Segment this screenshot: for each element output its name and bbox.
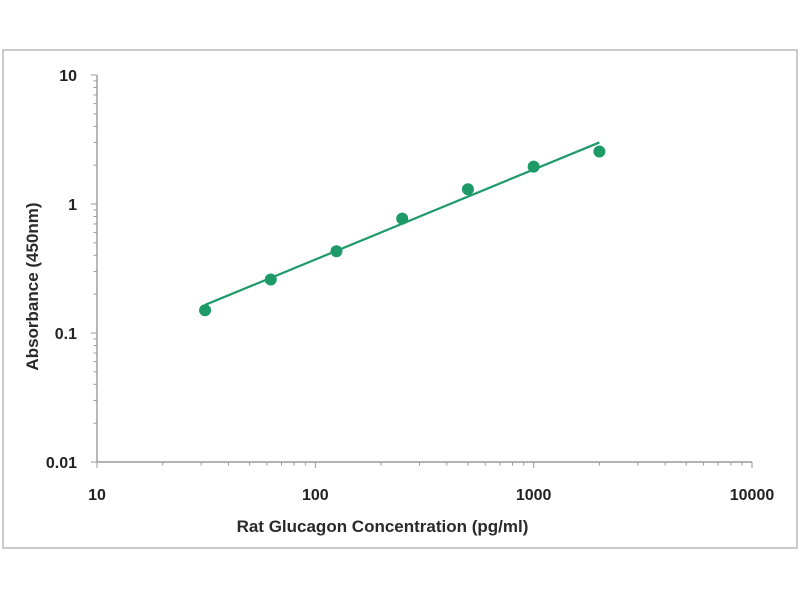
- x-tick-label: 10: [88, 487, 106, 504]
- data-point: [199, 304, 212, 317]
- data-point: [593, 145, 606, 158]
- y-axis-title: Absorbance (450nm): [23, 202, 42, 370]
- axes: [96, 75, 752, 463]
- y-tick-label: 10: [59, 68, 77, 85]
- data-points: [199, 145, 606, 317]
- data-point: [396, 212, 409, 225]
- data-point: [461, 183, 474, 196]
- x-axis-title: Rat Glucagon Concentration (pg/ml): [237, 517, 529, 536]
- data-point: [264, 273, 277, 286]
- y-axis-ticks: 0.01 0.1 1 10: [46, 68, 97, 472]
- y-tick-label: 0.01: [46, 455, 77, 472]
- chart-frame: [2, 49, 798, 549]
- x-tick-label: 10000: [730, 487, 775, 504]
- data-point: [527, 160, 540, 173]
- data-point: [330, 245, 343, 258]
- x-tick-label: 100: [302, 487, 329, 504]
- y-tick-label: 0.1: [55, 326, 77, 343]
- x-axis-ticks: 10 100 1000 10000: [88, 462, 774, 504]
- x-tick-label: 1000: [516, 487, 552, 504]
- y-tick-label: 1: [68, 197, 77, 214]
